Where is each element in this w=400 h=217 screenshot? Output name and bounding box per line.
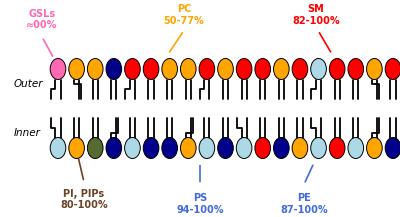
- Ellipse shape: [162, 59, 178, 79]
- Text: PE
87-100%: PE 87-100%: [280, 193, 328, 215]
- Ellipse shape: [69, 59, 84, 79]
- Text: PI, PIPs
80-100%: PI, PIPs 80-100%: [60, 189, 108, 210]
- Text: SM
82-100%: SM 82-100%: [292, 4, 340, 26]
- Ellipse shape: [236, 59, 252, 79]
- Ellipse shape: [236, 138, 252, 158]
- Text: Outer: Outer: [14, 79, 44, 89]
- Ellipse shape: [366, 59, 382, 79]
- Ellipse shape: [88, 59, 103, 79]
- Ellipse shape: [199, 59, 215, 79]
- Ellipse shape: [180, 138, 196, 158]
- Ellipse shape: [143, 138, 159, 158]
- Ellipse shape: [255, 59, 270, 79]
- Ellipse shape: [366, 138, 382, 158]
- Ellipse shape: [329, 138, 345, 158]
- Ellipse shape: [125, 138, 140, 158]
- Ellipse shape: [292, 138, 308, 158]
- Ellipse shape: [255, 138, 270, 158]
- Ellipse shape: [180, 59, 196, 79]
- Ellipse shape: [69, 138, 84, 158]
- Ellipse shape: [385, 138, 400, 158]
- Ellipse shape: [106, 138, 122, 158]
- Ellipse shape: [311, 59, 326, 79]
- Text: PC
50-77%: PC 50-77%: [164, 4, 204, 26]
- Ellipse shape: [292, 59, 308, 79]
- Ellipse shape: [50, 59, 66, 79]
- Ellipse shape: [106, 59, 122, 79]
- Ellipse shape: [274, 59, 289, 79]
- Ellipse shape: [385, 59, 400, 79]
- Ellipse shape: [143, 59, 159, 79]
- Ellipse shape: [218, 138, 233, 158]
- Ellipse shape: [329, 59, 345, 79]
- Text: GSLs
≈00%: GSLs ≈00%: [26, 9, 58, 30]
- Ellipse shape: [348, 59, 364, 79]
- Ellipse shape: [311, 138, 326, 158]
- Ellipse shape: [88, 138, 103, 158]
- Ellipse shape: [348, 138, 364, 158]
- Text: Inner: Inner: [14, 128, 41, 138]
- Ellipse shape: [218, 59, 233, 79]
- Ellipse shape: [274, 138, 289, 158]
- Text: PS
94-100%: PS 94-100%: [176, 193, 224, 215]
- Ellipse shape: [199, 138, 215, 158]
- Ellipse shape: [50, 138, 66, 158]
- Ellipse shape: [125, 59, 140, 79]
- Ellipse shape: [162, 138, 178, 158]
